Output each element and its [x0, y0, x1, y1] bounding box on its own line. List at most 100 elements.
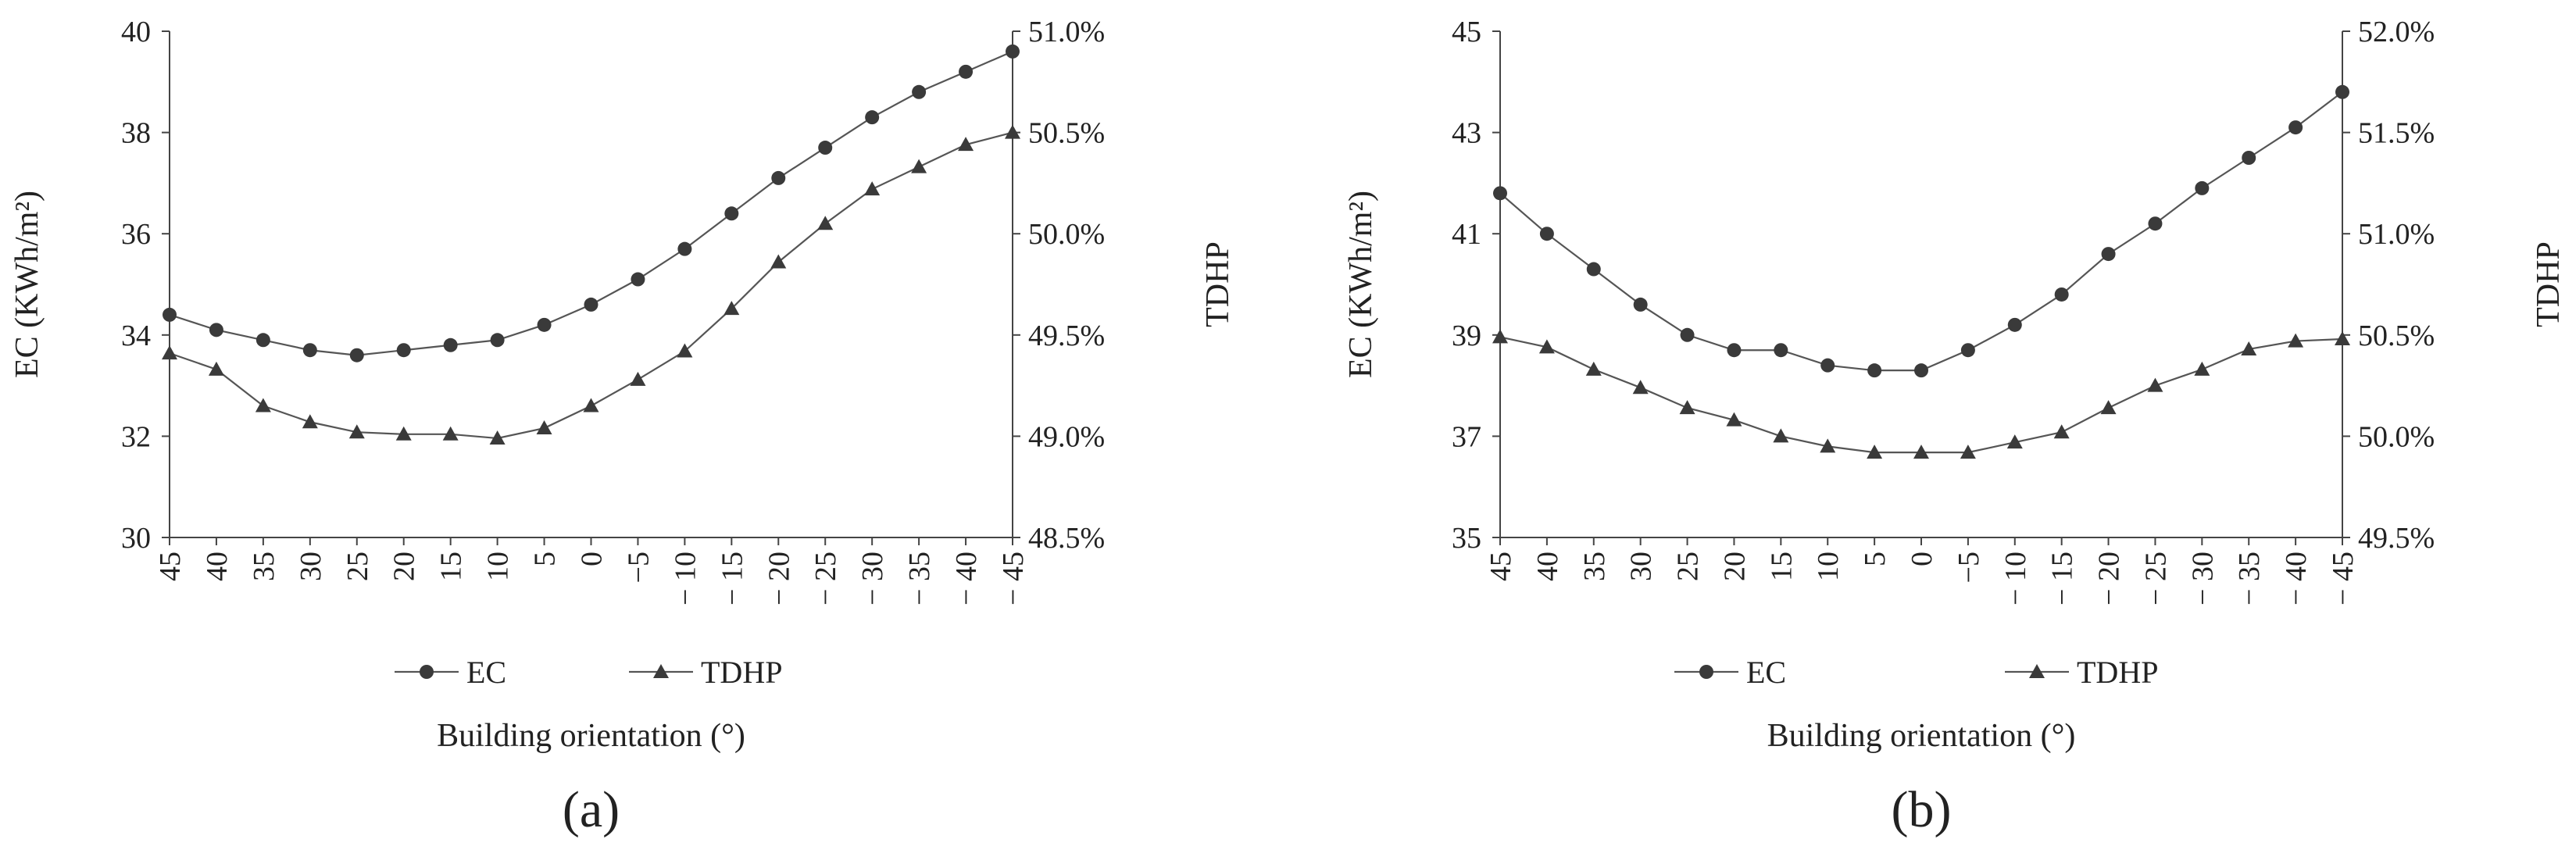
data-point-tdhp: [2288, 333, 2304, 348]
x-tick-label: − 25: [2139, 552, 2172, 605]
data-point-tdhp: [208, 361, 224, 376]
data-point-tdhp: [1913, 445, 1929, 459]
y-tick-label-left: 34: [121, 320, 151, 352]
x-tick-label: 30: [295, 552, 327, 581]
x-tick-label: 10: [1812, 552, 1845, 581]
x-tick-label: 0: [1906, 552, 1938, 566]
series-line-ec: [1499, 91, 2343, 372]
y-tick-label-left: 40: [121, 16, 151, 48]
x-tick-label: 30: [1625, 552, 1658, 581]
x-tick-label: 15: [435, 552, 468, 581]
data-point-ec: [349, 348, 364, 362]
x-tick-label: − 20: [763, 552, 795, 605]
chart-panel-b: 35 37 39 41 43 45 49.5% 50.0% 50.5% 51.0% 51.5% 52.…: [1343, 16, 2567, 838]
x-tick-label: − 15: [716, 552, 749, 605]
panel-label: (b): [1892, 781, 1952, 838]
data-point-tdhp: [583, 398, 599, 412]
y-tick-label-left: 45: [1452, 16, 1481, 48]
data-point-ec: [2101, 247, 2116, 262]
legend: EC TDHP: [395, 655, 782, 690]
data-point-ec: [537, 317, 552, 332]
x-tick-label: − 10: [669, 552, 702, 605]
y-axis-title-right: TDHP: [2531, 241, 2567, 327]
data-point-tdhp: [630, 371, 646, 386]
data-point-ec: [584, 297, 598, 312]
data-point-tdhp: [2100, 400, 2117, 415]
data-point-ec: [209, 323, 223, 337]
data-point-tdhp: [536, 420, 552, 435]
data-point-tdhp: [2006, 434, 2023, 449]
legend-label: EC: [466, 655, 506, 690]
data-point-tdhp: [1960, 445, 1976, 459]
data-point-ec: [677, 241, 692, 256]
data-point-ec: [1867, 363, 1882, 378]
x-axis-title: Building orientation (°): [437, 718, 745, 754]
x-tick-label: 40: [1531, 552, 1564, 581]
y-tick-label-left: 37: [1452, 420, 1481, 453]
y-tick-label-left: 43: [1452, 117, 1481, 150]
data-point-ec: [631, 272, 645, 287]
data-point-ec: [865, 110, 880, 125]
y-tick-label-left: 39: [1452, 320, 1481, 352]
y-tick-label-right: 51.0%: [2358, 218, 2435, 251]
y-tick-label-left: 36: [121, 218, 151, 251]
x-tick-label: − 45: [997, 552, 1030, 605]
data-point-tdhp: [958, 137, 974, 152]
data-point-ec: [2335, 84, 2349, 99]
data-point-tdhp: [864, 181, 881, 196]
legend: EC TDHP: [1674, 655, 2158, 690]
x-tick-label: 25: [1672, 552, 1705, 581]
x-tick-label: 35: [248, 552, 280, 581]
data-point-tdhp: [442, 426, 459, 441]
x-tick-label: 20: [1718, 552, 1751, 581]
legend-label: TDHP: [701, 655, 782, 690]
data-point-tdhp: [489, 430, 506, 445]
data-point-ec: [1820, 358, 1835, 373]
data-point-tdhp: [395, 426, 412, 441]
legend-marker-circle: [1699, 665, 1713, 679]
x-tick-label: 40: [201, 552, 234, 581]
data-point-tdhp: [723, 301, 740, 316]
y-tick-label-right: 49.0%: [1028, 420, 1105, 453]
x-tick-label: − 35: [903, 552, 936, 605]
series-tdhp: [162, 124, 1020, 445]
x-tick-label: 10: [482, 552, 515, 581]
data-point-tdhp: [1679, 400, 1695, 415]
x-tick-label: − 40: [2280, 552, 2313, 605]
x-tick-label: − 10: [1999, 552, 2032, 605]
x-tick-label: − 45: [2327, 552, 2360, 605]
data-point-ec: [1586, 262, 1601, 277]
x-tick-label: 0: [576, 552, 609, 566]
y-tick-label-right: 49.5%: [1028, 320, 1105, 352]
data-point-tdhp: [911, 159, 927, 173]
data-point-ec: [2242, 151, 2256, 165]
data-point-tdhp: [2147, 377, 2163, 392]
data-point-ec: [2054, 287, 2069, 302]
series-ec: [163, 44, 1020, 362]
data-point-tdhp: [1492, 329, 1508, 344]
data-point-ec: [302, 343, 317, 358]
data-point-ec: [443, 337, 458, 352]
data-point-ec: [2288, 120, 2303, 135]
data-point-ec: [1006, 44, 1020, 59]
data-point-ec: [1727, 343, 1742, 358]
data-point-tdhp: [1005, 124, 1020, 139]
data-point-tdhp: [1820, 438, 1836, 453]
x-tick-label: − 25: [809, 552, 842, 605]
chart-panel-a: 30 32 34 36 38 40 48.5% 49.0% 49.5% 50.0% 50.5% 51.…: [9, 16, 1236, 838]
data-point-ec: [490, 333, 505, 348]
data-point-ec: [1539, 227, 1554, 241]
y-tick-label-right: 51.0%: [1028, 16, 1105, 48]
data-point-ec: [163, 307, 177, 322]
data-point-tdhp: [2053, 424, 2070, 439]
series-ec: [1493, 84, 2349, 378]
data-point-ec: [1493, 186, 1507, 201]
data-point-ec: [1774, 343, 1788, 358]
data-point-ec: [959, 64, 974, 79]
data-point-tdhp: [2241, 341, 2257, 355]
data-point-ec: [1680, 327, 1695, 342]
data-point-tdhp: [302, 414, 318, 429]
data-point-tdhp: [817, 216, 834, 230]
data-point-ec: [1960, 343, 1975, 358]
